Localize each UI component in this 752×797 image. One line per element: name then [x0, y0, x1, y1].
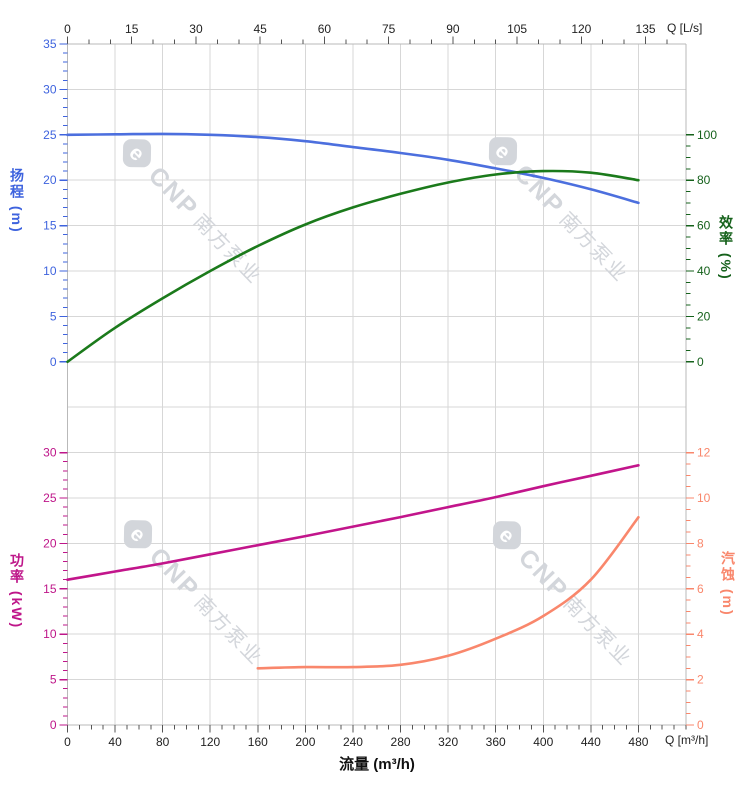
- svg-text:90: 90: [446, 22, 460, 36]
- flow-axis-title: 流量 (m³/h): [339, 756, 415, 773]
- svg-text:10: 10: [43, 264, 57, 278]
- svg-text:15: 15: [43, 582, 57, 596]
- svg-text:南方泵业: 南方泵业: [555, 208, 633, 287]
- efficiency-axis-ticks: 0 20 40 60 80 100: [686, 128, 717, 369]
- svg-text:40: 40: [697, 264, 711, 278]
- svg-text:280: 280: [391, 735, 411, 749]
- head-axis-title: 扬程 (m): [9, 168, 25, 234]
- svg-text:105: 105: [507, 22, 527, 36]
- bottom-axis-ticks: 0 40 80 120 160 200 240 280 320 360 400 440 480: [64, 725, 687, 749]
- svg-text:480: 480: [628, 735, 648, 749]
- head-axis-ticks: 0 5 10 15 20 25 30 35: [43, 37, 68, 369]
- head-curve: [66, 132, 640, 205]
- svg-text:40: 40: [108, 735, 122, 749]
- svg-text:8: 8: [697, 536, 704, 550]
- svg-text:400: 400: [533, 735, 553, 749]
- npsh-axis-title: 汽蚀 (m): [720, 551, 736, 617]
- svg-text:120: 120: [200, 735, 220, 749]
- svg-text:15: 15: [125, 22, 139, 36]
- efficiency-curve: [66, 169, 640, 364]
- svg-text:10: 10: [43, 627, 57, 641]
- svg-text:120: 120: [571, 22, 591, 36]
- svg-text:30: 30: [43, 446, 57, 460]
- svg-text:0: 0: [50, 355, 57, 369]
- npsh-axis-ticks: 0 2 4 6 8 10 12: [686, 446, 711, 732]
- bottom-axis-unit-label: Q [m³/h]: [665, 733, 709, 747]
- svg-text:南方泵业: 南方泵业: [190, 591, 268, 670]
- svg-text:CNP: CNP: [143, 161, 204, 223]
- top-axis-ticks: 0 15 30 45 60 75 90 105 120 135: [64, 22, 668, 44]
- svg-text:10: 10: [697, 491, 711, 505]
- efficiency-axis-title: 效率 (%): [718, 215, 734, 281]
- svg-text:CNP: CNP: [509, 159, 570, 221]
- svg-text:25: 25: [43, 491, 57, 505]
- svg-text:240: 240: [343, 735, 363, 749]
- svg-text:75: 75: [382, 22, 396, 36]
- svg-text:CNP: CNP: [144, 542, 205, 604]
- svg-text:20: 20: [43, 173, 57, 187]
- svg-text:4: 4: [697, 627, 704, 641]
- svg-text:0: 0: [50, 718, 57, 732]
- svg-text:5: 5: [50, 309, 57, 323]
- svg-text:20: 20: [43, 536, 57, 550]
- svg-text:60: 60: [318, 22, 332, 36]
- svg-text:0: 0: [697, 718, 704, 732]
- gridlines: [67, 44, 686, 725]
- svg-text:80: 80: [156, 735, 170, 749]
- svg-text:160: 160: [248, 735, 268, 749]
- svg-text:30: 30: [189, 22, 203, 36]
- svg-text:南方泵业: 南方泵业: [559, 592, 637, 671]
- npsh-curve: [256, 516, 640, 670]
- svg-text:135: 135: [636, 22, 656, 36]
- top-axis-unit-label: Q [L/s]: [667, 21, 703, 35]
- svg-text:45: 45: [254, 22, 268, 36]
- svg-text:2: 2: [697, 673, 704, 687]
- svg-text:12: 12: [697, 446, 711, 460]
- power-curve: [66, 464, 640, 581]
- svg-text:25: 25: [43, 128, 57, 142]
- svg-text:0: 0: [64, 735, 71, 749]
- power-axis-ticks: 0 5 10 15 20 25 30: [43, 446, 68, 732]
- svg-text:30: 30: [43, 82, 57, 96]
- svg-text:35: 35: [43, 37, 57, 51]
- svg-text:440: 440: [581, 735, 601, 749]
- svg-text:6: 6: [697, 582, 704, 596]
- svg-text:60: 60: [697, 219, 711, 233]
- svg-text:80: 80: [697, 173, 711, 187]
- svg-text:320: 320: [438, 735, 458, 749]
- svg-text:360: 360: [486, 735, 506, 749]
- svg-text:0: 0: [64, 22, 71, 36]
- svg-text:0: 0: [697, 355, 704, 369]
- svg-text:20: 20: [697, 309, 711, 323]
- svg-text:5: 5: [50, 673, 57, 687]
- svg-text:200: 200: [295, 735, 315, 749]
- svg-text:15: 15: [43, 219, 57, 233]
- power-axis-title: 功率 (kW): [9, 553, 25, 630]
- svg-text:100: 100: [697, 128, 717, 142]
